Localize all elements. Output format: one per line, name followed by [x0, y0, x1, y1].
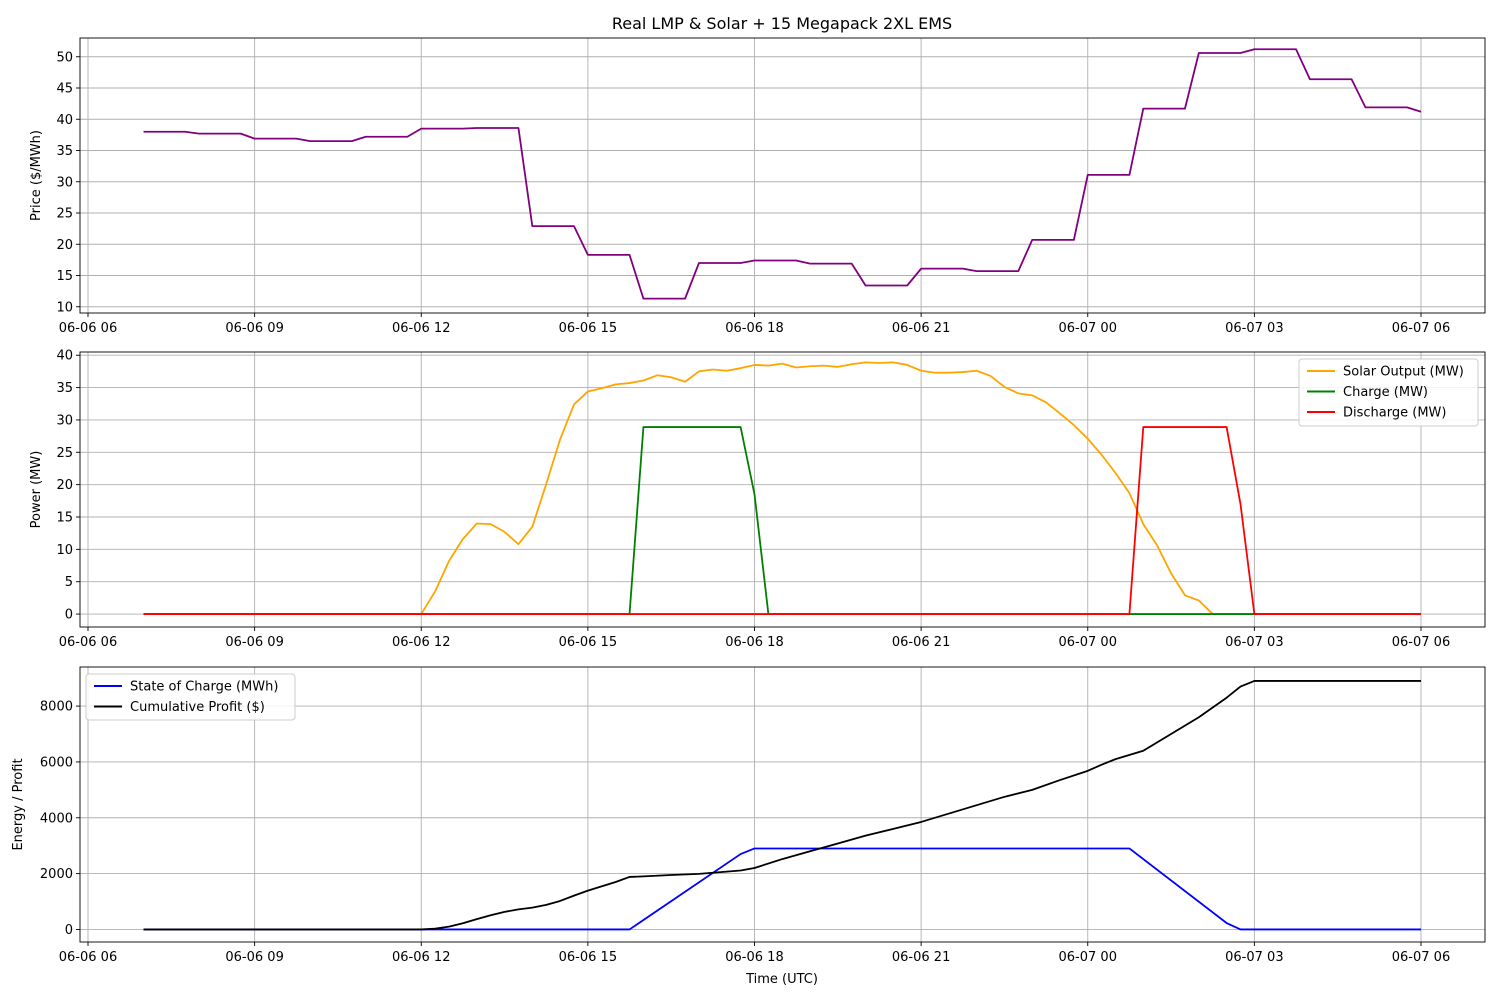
x-tick-label: 06-06 15 — [559, 321, 617, 336]
x-tick-label: 06-06 09 — [225, 635, 283, 650]
y-tick-label: 10 — [56, 300, 73, 315]
x-tick-label: 06-06 15 — [559, 950, 617, 965]
x-tick-label: 06-06 18 — [725, 321, 783, 336]
x-tick-label: 06-06 21 — [892, 321, 950, 336]
x-tick-label: 06-06 15 — [559, 635, 617, 650]
y-tick-label: 40 — [56, 349, 73, 364]
y-tick-label: 15 — [56, 511, 73, 526]
x-tick-label: 06-06 18 — [725, 635, 783, 650]
legend-entry-label: State of Charge (MWh) — [130, 680, 278, 695]
y-tick-label: 20 — [56, 238, 73, 253]
y-tick-label: 2000 — [40, 867, 73, 882]
y-tick-label: 25 — [56, 446, 73, 461]
y-tick-label: 30 — [56, 175, 73, 190]
x-tick-label: 06-06 09 — [225, 950, 283, 965]
y-tick-label: 45 — [56, 82, 73, 97]
x-tick-label: 06-06 18 — [725, 950, 783, 965]
series-line-state-of-charge-mwh — [143, 847, 1421, 931]
y-axis-label: Energy / Profit — [11, 758, 26, 850]
legend: State of Charge (MWh) Cumulative Profit (… — [85, 673, 296, 721]
x-tick-label: 06-07 06 — [1392, 321, 1450, 336]
x-tick-label: 06-06 06 — [59, 950, 117, 965]
grid — [80, 667, 1485, 942]
y-tick-label: 8000 — [40, 700, 73, 715]
x-tick-label: 06-06 06 — [59, 321, 117, 336]
series-line-price — [143, 48, 1422, 300]
y-tick-label: 0 — [65, 923, 73, 938]
y-tick-label: 35 — [56, 144, 73, 159]
x-tick-label: 06-07 00 — [1059, 321, 1117, 336]
legend-box — [85, 673, 296, 721]
y-tick-label: 50 — [56, 50, 73, 65]
y-tick-label: 10 — [56, 543, 73, 558]
x-tick-label: 06-06 12 — [392, 950, 450, 965]
y-axis-label: Price ($/MWh) — [29, 130, 44, 221]
axes-frame — [79, 351, 1486, 628]
legend-entry-label: Cumulative Profit ($) — [130, 700, 265, 715]
legend-entry-label: Solar Output (MW) — [1343, 365, 1464, 380]
panel-2: 0 5 10 15 20 25 30 35 40 06-06 06 06-06 09 06-06 12… — [29, 349, 1486, 650]
y-tick-label: 35 — [56, 381, 73, 396]
series-line-discharge-mw — [143, 426, 1421, 615]
y-tick-label: 20 — [56, 478, 73, 493]
x-axis-label: Time (UTC) — [745, 972, 818, 987]
legend-box — [1298, 358, 1479, 427]
x-tick-label: 06-07 00 — [1059, 950, 1117, 965]
x-tick-label: 06-06 12 — [392, 321, 450, 336]
x-tick-label: 06-06 12 — [392, 635, 450, 650]
y-tick-label: 30 — [56, 413, 73, 428]
y-tick-label: 40 — [56, 113, 73, 128]
x-tick-label: 06-06 09 — [225, 321, 283, 336]
y-tick-label: 0 — [65, 608, 73, 623]
x-tick-label: 06-07 00 — [1059, 635, 1117, 650]
y-tick-label: 5 — [65, 575, 73, 590]
series-line-solar-output-mw — [143, 361, 1421, 615]
grid — [80, 352, 1485, 627]
x-tick-label: 06-06 21 — [892, 950, 950, 965]
x-tick-label: 06-06 06 — [59, 635, 117, 650]
x-tick-label: 06-06 21 — [892, 635, 950, 650]
y-tick-label: 15 — [56, 269, 73, 284]
grid — [80, 38, 1485, 313]
x-tick-label: 06-07 06 — [1392, 950, 1450, 965]
series-line-charge-mw — [143, 426, 1421, 615]
chart-title: Real LMP & Solar + 15 Megapack 2XL EMS — [612, 14, 952, 33]
axes-frame — [79, 666, 1486, 943]
x-tick-label: 06-07 03 — [1225, 635, 1283, 650]
panel-1: 10 15 20 25 30 35 40 45 50 06-06 06 06-06 09 06-06 … — [29, 37, 1486, 336]
x-tick-label: 06-07 03 — [1225, 950, 1283, 965]
y-tick-label: 6000 — [40, 755, 73, 770]
axes-frame — [79, 37, 1486, 314]
series-line-cumulative-profit — [143, 680, 1421, 931]
y-tick-label: 4000 — [40, 811, 73, 826]
x-tick-label: 06-07 03 — [1225, 321, 1283, 336]
legend: Solar Output (MW) Charge (MW) Discharge (M… — [1298, 358, 1479, 427]
panel-3: 0 2000 4000 6000 8000 06-06 06 06-06 09 06-06 1… — [11, 666, 1486, 965]
legend-entry-label: Charge (MW) — [1343, 385, 1428, 400]
y-axis-label: Power (MW) — [29, 451, 44, 529]
y-tick-label: 25 — [56, 207, 73, 222]
x-tick-label: 06-07 06 — [1392, 635, 1450, 650]
legend-entry-label: Discharge (MW) — [1343, 406, 1446, 421]
